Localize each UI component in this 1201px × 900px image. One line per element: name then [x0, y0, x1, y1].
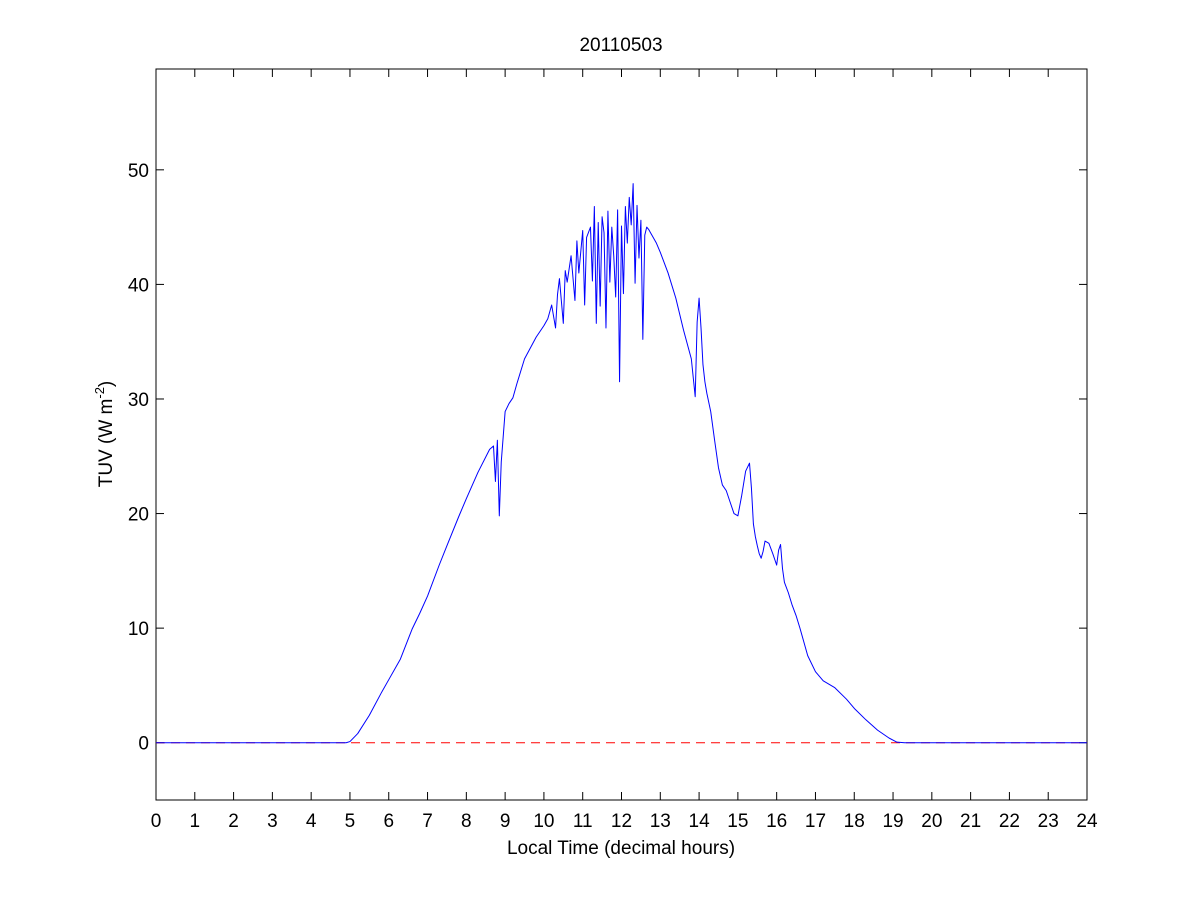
x-tick-label: 7: [422, 811, 433, 832]
x-tick-label: 24: [1076, 811, 1098, 832]
y-tick-label: 50: [128, 161, 149, 182]
x-tick-label: 2: [228, 811, 239, 832]
x-tick-label: 18: [844, 811, 865, 832]
x-tick-label: 19: [882, 811, 903, 832]
data-layer: [156, 183, 1087, 744]
x-tick-label: 17: [805, 811, 826, 832]
y-tick-label: 0: [138, 734, 149, 755]
x-tick-label: 11: [573, 811, 593, 832]
y-axis-label-close: ): [96, 381, 117, 387]
x-tick-label: 22: [999, 811, 1020, 832]
y-axis-label-exponent: -2: [92, 387, 107, 399]
x-tick-label: 0: [151, 811, 162, 832]
x-tick-label: 14: [689, 811, 711, 832]
x-tick-label: 3: [267, 811, 278, 832]
x-tick-label: 6: [383, 811, 394, 832]
y-axis-label: TUV (W m-2): [92, 381, 117, 488]
x-tick-label: 12: [611, 811, 632, 832]
plot-frame: [155, 68, 1088, 801]
x-tick-label: 10: [533, 811, 554, 832]
x-tick-label: 5: [345, 811, 356, 832]
x-tick-label: 21: [960, 811, 981, 832]
y-tick-label: 10: [128, 619, 149, 640]
x-tick-label: 23: [1038, 811, 1059, 832]
x-tick-label: 16: [766, 811, 787, 832]
x-tick-label: 4: [306, 811, 317, 832]
x-axis-label: Local Time (decimal hours): [507, 838, 735, 859]
x-tick-label: 20: [921, 811, 942, 832]
x-tick-label: 1: [190, 811, 201, 832]
y-tick-label: 20: [128, 505, 149, 526]
x-tick-label: 8: [461, 811, 472, 832]
x-tick-label: 13: [650, 811, 671, 832]
y-tick-label: 30: [128, 390, 149, 411]
tuv-series-line: [156, 183, 1087, 744]
x-tick-label: 15: [727, 811, 748, 832]
chart-title: 20110503: [579, 35, 662, 56]
y-axis-label-main: TUV (W m: [96, 399, 117, 488]
x-tick-label: 9: [500, 811, 511, 832]
axis-ticks: 0 1 2 3 4 5 6 7 8 9 10 11 12 13 14 15 16 17 18 19 20 21 22 23 24…: [128, 69, 1098, 832]
y-tick-label: 40: [128, 275, 149, 296]
